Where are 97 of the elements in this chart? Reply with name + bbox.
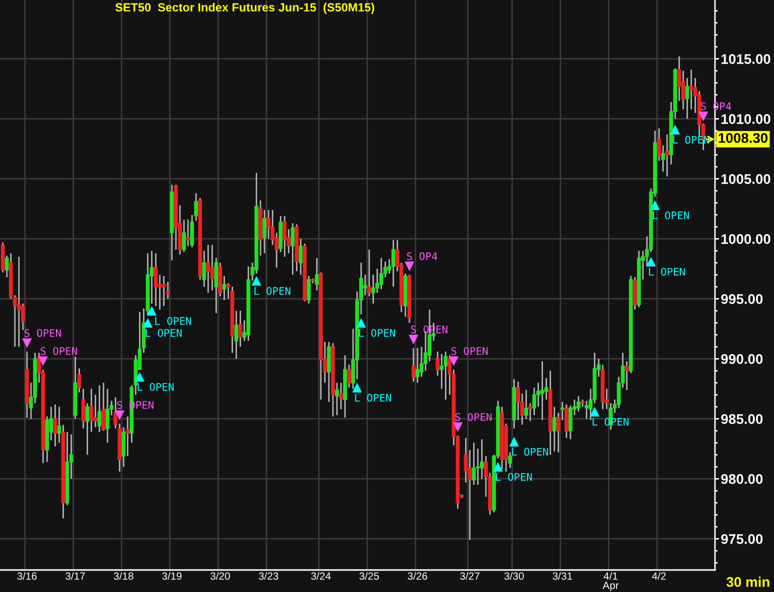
data-label: L OPEN <box>359 329 395 337</box>
y-tick-label: 1010.00 <box>722 114 770 124</box>
y-tick-label: 1015.00 <box>722 54 770 64</box>
candlestick <box>584 400 589 420</box>
point <box>590 406 600 416</box>
candlestick <box>154 252 158 307</box>
x-tick-label: 3/17 <box>66 572 85 580</box>
point <box>670 124 680 134</box>
candlestick <box>665 134 670 178</box>
point <box>352 382 362 392</box>
y-tick-label: 980.00 <box>721 474 763 484</box>
candlestick <box>16 256 21 348</box>
candlestick <box>222 275 226 301</box>
x-tick-label: 3/19 <box>162 572 182 580</box>
x-tick-label: 3/18 <box>114 572 134 580</box>
point <box>356 318 366 328</box>
data-label: L OPEN <box>649 268 685 276</box>
candlestick <box>689 68 694 110</box>
data-label: L OPEN <box>254 287 290 295</box>
candlestick <box>206 244 210 294</box>
y-tick-label: 985.00 <box>721 414 763 424</box>
candlestick <box>347 364 351 388</box>
candlestick <box>314 257 319 292</box>
x-tick-label: 3/25 <box>359 572 379 580</box>
data-label: S OPEN <box>40 347 77 355</box>
candlestick <box>106 388 110 444</box>
candlestick <box>210 244 214 292</box>
candlestick <box>524 389 528 420</box>
data-label: L OPEN <box>138 383 174 391</box>
candlestick <box>98 384 102 433</box>
y-tick-label: 990.00 <box>721 354 763 364</box>
point <box>114 410 124 420</box>
data-label: L OPEN <box>653 211 689 220</box>
candlestick <box>540 360 544 421</box>
point <box>22 338 32 348</box>
candlestick <box>416 347 420 384</box>
candlestick <box>444 350 448 400</box>
point <box>146 306 157 316</box>
point <box>38 356 48 366</box>
x-tick-label: 3/20 <box>210 572 230 580</box>
x-tick-label: 3/23 <box>258 572 278 580</box>
data-label: L OPEN <box>155 317 192 325</box>
x-tick-label: 3/16 <box>17 572 37 580</box>
candlestick <box>290 222 295 276</box>
candlestick <box>282 215 287 258</box>
data-label: L OPEN <box>355 394 391 402</box>
x-tick-label: 3/27 <box>460 572 480 580</box>
x-tick-label: 4/1 Apr <box>602 572 619 592</box>
x-tick-label: 3/26 <box>408 572 428 580</box>
chart-title: SET50 Sector Index Futures Jun-15 (S50M15) <box>115 2 374 14</box>
candlestick <box>632 276 637 310</box>
candlestick <box>262 209 266 254</box>
data-label: S OP4 <box>407 252 438 260</box>
point <box>493 462 503 472</box>
point <box>252 276 262 286</box>
candlestick <box>576 395 580 412</box>
y-tick-label: 1005.00 <box>722 174 770 184</box>
point <box>448 356 459 366</box>
y-tick-label: 975.00 <box>721 534 763 544</box>
point <box>404 262 414 272</box>
candlestick <box>89 388 94 433</box>
candlestick <box>472 442 476 486</box>
point <box>650 200 660 210</box>
point <box>142 318 153 328</box>
candlestick <box>552 406 556 452</box>
candlestick <box>564 404 568 439</box>
candlestick <box>53 404 58 448</box>
candlestick <box>162 275 166 307</box>
point <box>452 422 463 432</box>
point <box>408 334 418 344</box>
point <box>646 256 656 266</box>
text: 30 min <box>726 576 770 587</box>
x-tick-label: 4/2 <box>652 572 666 580</box>
text: 1008.30 <box>718 133 768 143</box>
candlestick <box>391 239 396 288</box>
data-label: L OPEN <box>512 448 548 456</box>
y-tick-label: 995.00 <box>721 294 763 304</box>
point <box>134 372 145 382</box>
candlestick <box>379 257 384 290</box>
point <box>509 436 519 446</box>
x-tick-label: 3/24 <box>311 572 331 580</box>
point <box>698 112 708 122</box>
data-label: S OPEN <box>455 413 492 421</box>
candlestick <box>560 401 564 421</box>
candlestick <box>624 360 629 391</box>
candlestick <box>412 347 416 382</box>
data-label: S OPEN <box>451 347 488 355</box>
x-tick-label: 3/31 <box>552 572 572 580</box>
data-label: L OPEN <box>146 329 182 337</box>
candlestick <box>306 275 311 304</box>
candlestick <box>182 218 186 253</box>
x-tick-label: 3/30 <box>504 572 524 580</box>
candlestick <box>186 218 190 247</box>
y-tick-label: 1000.00 <box>722 234 770 244</box>
candlestick <box>516 380 520 421</box>
data-label: S OPEN <box>24 329 61 337</box>
data-label: L OPEN <box>496 473 532 481</box>
